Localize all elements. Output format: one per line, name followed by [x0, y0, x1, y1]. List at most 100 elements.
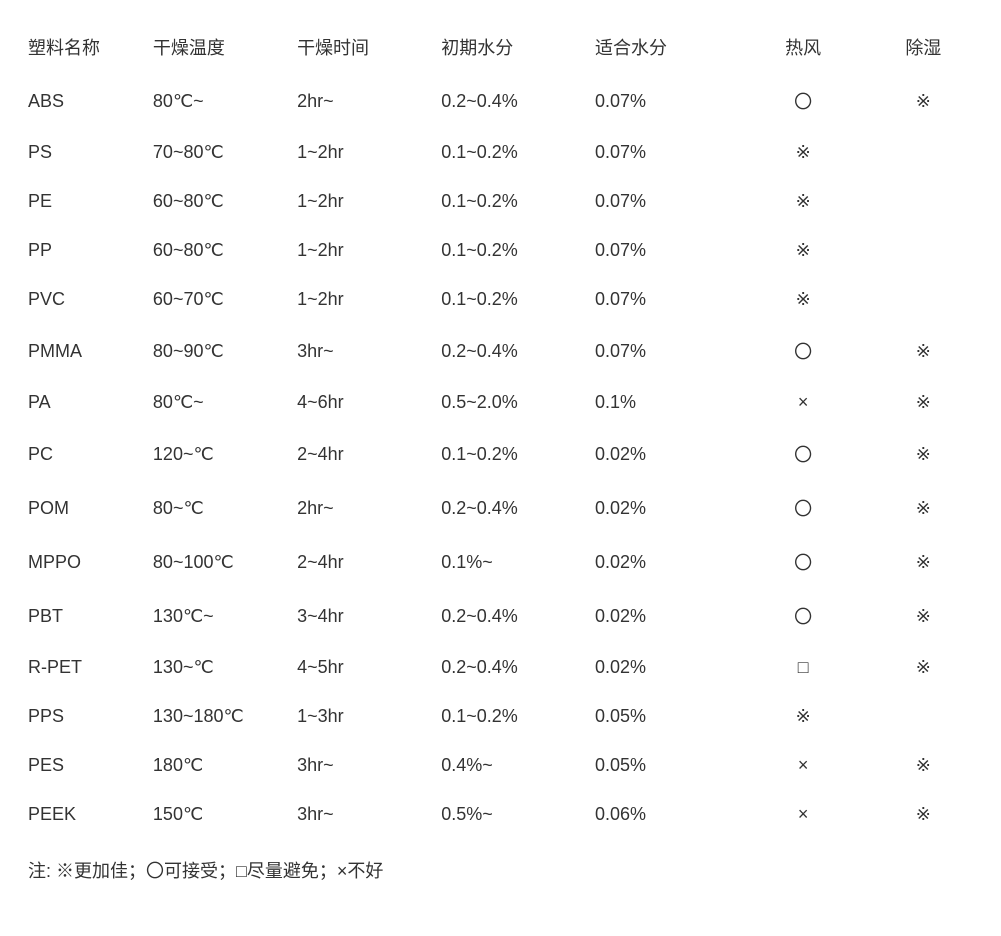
table-cell: 150℃	[145, 790, 289, 839]
table-cell: 0.07%	[587, 226, 741, 275]
table-cell: 3hr~	[289, 324, 433, 378]
table-row: PEEK150℃3hr~0.5%~0.06%×※	[20, 790, 981, 839]
table-cell: 0.1~0.2%	[433, 692, 587, 741]
table-cell	[866, 692, 981, 741]
table-cell: 0.02%	[587, 643, 741, 692]
table-cell: ※	[741, 226, 866, 275]
header-initial-moisture: 初期水分	[433, 20, 587, 74]
table-cell: 0.05%	[587, 692, 741, 741]
table-cell: 1~2hr	[289, 226, 433, 275]
table-cell: 0.02%	[587, 427, 741, 481]
table-row: POM80~℃2hr~0.2~0.4%0.02%〇※	[20, 481, 981, 535]
table-cell: 〇	[741, 427, 866, 481]
table-cell: PC	[20, 427, 145, 481]
table-cell: 1~2hr	[289, 128, 433, 177]
table-cell: ※	[866, 378, 981, 427]
table-cell: PP	[20, 226, 145, 275]
table-cell: ※	[866, 427, 981, 481]
table-cell: 2hr~	[289, 74, 433, 128]
table-row: R-PET130~℃4~5hr0.2~0.4%0.02%□※	[20, 643, 981, 692]
table-cell: MPPO	[20, 535, 145, 589]
table-cell: 80℃~	[145, 74, 289, 128]
table-row: PVC60~70℃1~2hr0.1~0.2%0.07%※	[20, 275, 981, 324]
table-cell: 1~2hr	[289, 275, 433, 324]
table-cell: PA	[20, 378, 145, 427]
table-cell: ※	[741, 128, 866, 177]
table-cell: ※	[866, 535, 981, 589]
table-cell: R-PET	[20, 643, 145, 692]
table-cell: ※	[866, 741, 981, 790]
table-row: PPS130~180℃1~3hr0.1~0.2%0.05%※	[20, 692, 981, 741]
table-cell: 0.1%	[587, 378, 741, 427]
legend-note: 注: ※更加佳；〇可接受；□尽量避免；×不好	[20, 849, 981, 891]
table-cell: 0.02%	[587, 589, 741, 643]
table-cell: 2~4hr	[289, 427, 433, 481]
table-cell: ABS	[20, 74, 145, 128]
table-cell: 〇	[741, 589, 866, 643]
table-cell: 0.02%	[587, 481, 741, 535]
table-cell: PVC	[20, 275, 145, 324]
header-name: 塑料名称	[20, 20, 145, 74]
table-cell: 0.06%	[587, 790, 741, 839]
table-row: MPPO80~100℃2~4hr0.1%~0.02%〇※	[20, 535, 981, 589]
table-cell: 4~5hr	[289, 643, 433, 692]
table-row: PMMA80~90℃3hr~0.2~0.4%0.07%〇※	[20, 324, 981, 378]
table-cell: 0.2~0.4%	[433, 589, 587, 643]
table-cell: 0.07%	[587, 128, 741, 177]
table-cell: PEEK	[20, 790, 145, 839]
table-cell: 130~℃	[145, 643, 289, 692]
table-cell: 70~80℃	[145, 128, 289, 177]
table-cell: 0.2~0.4%	[433, 643, 587, 692]
table-cell: ×	[741, 378, 866, 427]
table-cell: 0.1~0.2%	[433, 226, 587, 275]
table-cell: 80~℃	[145, 481, 289, 535]
table-cell: ※	[866, 74, 981, 128]
table-cell: 1~3hr	[289, 692, 433, 741]
table-cell: PES	[20, 741, 145, 790]
header-dehumidify: 除湿	[866, 20, 981, 74]
table-cell: 0.1~0.2%	[433, 177, 587, 226]
table-cell: PS	[20, 128, 145, 177]
header-time: 干燥时间	[289, 20, 433, 74]
table-cell: 〇	[741, 481, 866, 535]
table-cell: 0.1%~	[433, 535, 587, 589]
table-cell	[866, 226, 981, 275]
table-cell	[866, 275, 981, 324]
table-cell: 0.2~0.4%	[433, 324, 587, 378]
table-cell: 0.07%	[587, 275, 741, 324]
table-row: PA80℃~4~6hr0.5~2.0%0.1%×※	[20, 378, 981, 427]
table-body: ABS80℃~2hr~0.2~0.4%0.07%〇※PS70~80℃1~2hr0…	[20, 74, 981, 839]
table-cell: 0.2~0.4%	[433, 74, 587, 128]
table-cell: ※	[866, 589, 981, 643]
header-suitable-moisture: 适合水分	[587, 20, 741, 74]
header-hot-air: 热风	[741, 20, 866, 74]
table-cell: 0.07%	[587, 74, 741, 128]
table-cell: 60~70℃	[145, 275, 289, 324]
table-cell: 2hr~	[289, 481, 433, 535]
table-header-row: 塑料名称 干燥温度 干燥时间 初期水分 适合水分 热风 除湿	[20, 20, 981, 74]
table-cell: 180℃	[145, 741, 289, 790]
table-cell: ※	[866, 790, 981, 839]
table-row: PS70~80℃1~2hr0.1~0.2%0.07%※	[20, 128, 981, 177]
table-row: PES180℃3hr~0.4%~0.05%×※	[20, 741, 981, 790]
table-cell: ※	[741, 275, 866, 324]
table-cell: 0.5~2.0%	[433, 378, 587, 427]
table-cell: 60~80℃	[145, 177, 289, 226]
table-cell: □	[741, 643, 866, 692]
table-cell: 130℃~	[145, 589, 289, 643]
table-cell: 80~90℃	[145, 324, 289, 378]
table-cell: 3hr~	[289, 741, 433, 790]
table-cell: 0.1~0.2%	[433, 275, 587, 324]
table-row: PBT130℃~3~4hr0.2~0.4%0.02%〇※	[20, 589, 981, 643]
table-cell: PPS	[20, 692, 145, 741]
table-cell: 0.02%	[587, 535, 741, 589]
table-cell: 120~℃	[145, 427, 289, 481]
table-cell: ※	[741, 692, 866, 741]
table-cell: 0.4%~	[433, 741, 587, 790]
plastic-drying-table: 塑料名称 干燥温度 干燥时间 初期水分 适合水分 热风 除湿 ABS80℃~2h…	[20, 20, 981, 839]
table-cell: ※	[866, 643, 981, 692]
table-row: PC120~℃2~4hr0.1~0.2%0.02%〇※	[20, 427, 981, 481]
table-cell: 4~6hr	[289, 378, 433, 427]
table-cell: 0.05%	[587, 741, 741, 790]
table-cell: ※	[866, 324, 981, 378]
